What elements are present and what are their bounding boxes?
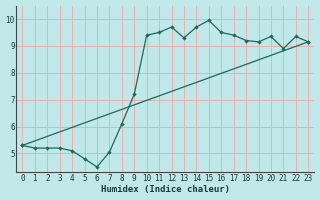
X-axis label: Humidex (Indice chaleur): Humidex (Indice chaleur) [101, 185, 230, 194]
